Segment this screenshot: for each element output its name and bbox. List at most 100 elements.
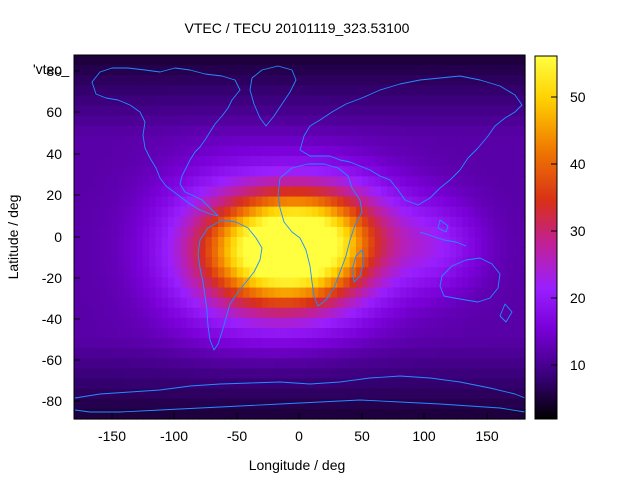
heatmap-cell	[355, 287, 363, 299]
heatmap-cell	[393, 166, 401, 177]
heatmap-cell	[393, 277, 401, 289]
heatmap-cell	[437, 166, 445, 177]
heatmap-cell	[261, 146, 269, 157]
heatmap-cell	[230, 105, 238, 117]
heatmap-cell	[155, 125, 163, 137]
heatmap-cell	[186, 307, 194, 319]
heatmap-cell	[424, 247, 432, 258]
y-tick-label: 40	[46, 146, 62, 162]
heatmap-cell	[487, 317, 495, 329]
heatmap-cell	[280, 328, 288, 339]
heatmap-cell	[305, 358, 313, 370]
heatmap-cell	[456, 206, 463, 218]
heatmap-cell	[487, 156, 495, 167]
heatmap-cell	[424, 297, 432, 309]
heatmap-cell	[493, 226, 501, 238]
heatmap-cell	[136, 398, 144, 410]
heatmap-cell	[280, 156, 288, 167]
heatmap-cell	[349, 176, 357, 188]
heatmap-cell	[92, 348, 100, 359]
heatmap-cell	[362, 135, 369, 147]
heatmap-cell	[274, 338, 282, 349]
heatmap-cell	[255, 226, 263, 238]
x-tick-label: 100	[412, 428, 436, 444]
heatmap-cell	[80, 65, 88, 76]
heatmap-cell	[199, 216, 207, 228]
heatmap-cell	[111, 378, 119, 390]
heatmap-cell	[443, 166, 451, 177]
heatmap-cell	[236, 176, 244, 188]
heatmap-cell	[174, 408, 182, 420]
heatmap-cell	[499, 75, 507, 86]
heatmap-cell	[205, 247, 213, 258]
heatmap-cell	[293, 378, 301, 390]
heatmap-cell	[343, 378, 351, 390]
heatmap-cell	[124, 328, 131, 339]
heatmap-cell	[86, 287, 94, 299]
heatmap-cell	[74, 105, 81, 117]
heatmap-cell	[193, 196, 200, 208]
heatmap-cell	[142, 166, 150, 177]
heatmap-cell	[224, 328, 232, 339]
y-tick-label: -60	[42, 352, 62, 368]
heatmap-cell	[280, 115, 288, 127]
heatmap-cell	[506, 277, 514, 289]
heatmap-cell	[261, 257, 269, 268]
heatmap-cell	[86, 267, 94, 279]
heatmap-cell	[167, 176, 175, 188]
heatmap-cell	[243, 267, 250, 279]
heatmap-cell	[243, 176, 250, 188]
heatmap-cell	[362, 267, 369, 279]
heatmap-cell	[142, 408, 150, 420]
heatmap-cell	[255, 328, 263, 339]
heatmap-cell	[449, 156, 457, 167]
heatmap-cell	[142, 176, 150, 188]
heatmap-cell	[149, 287, 157, 299]
heatmap-cell	[105, 135, 113, 147]
heatmap-cell	[456, 287, 463, 299]
heatmap-cell	[199, 55, 207, 66]
heatmap-cell	[418, 267, 426, 279]
heatmap-cell	[92, 206, 100, 218]
heatmap-cell	[268, 358, 276, 370]
heatmap-cell	[236, 75, 244, 86]
heatmap-cell	[155, 408, 163, 420]
heatmap-cell	[431, 75, 438, 86]
heatmap-cell	[261, 277, 269, 289]
heatmap-cell	[506, 75, 514, 86]
heatmap-cell	[268, 348, 276, 359]
heatmap-cell	[86, 75, 94, 86]
heatmap-cell	[424, 65, 432, 76]
heatmap-cell	[117, 368, 125, 380]
y-axis: 80 60 40 20 0 -20 -40 -60 -80 Latitude /…	[5, 63, 80, 409]
heatmap-cell	[167, 297, 175, 309]
heatmap-cell	[274, 368, 282, 380]
heatmap-cell	[218, 368, 225, 380]
heatmap-cell	[343, 135, 351, 147]
heatmap-cell	[286, 135, 294, 147]
heatmap-cell	[362, 317, 369, 329]
heatmap-cell	[268, 216, 276, 228]
heatmap-cell	[387, 226, 395, 238]
heatmap-cell	[330, 226, 338, 238]
heatmap-cell	[399, 338, 407, 349]
heatmap-cell	[343, 216, 351, 228]
heatmap-cell	[362, 368, 369, 380]
heatmap-cell	[449, 135, 457, 147]
heatmap-cell	[261, 267, 269, 279]
heatmap-cell	[387, 348, 395, 359]
heatmap-cell	[312, 186, 319, 198]
heatmap-cell	[355, 85, 363, 97]
heatmap-cell	[349, 75, 357, 86]
heatmap-cell	[86, 388, 94, 400]
heatmap-cell	[249, 125, 257, 137]
heatmap-cell	[130, 287, 138, 299]
heatmap-cell	[387, 85, 395, 97]
heatmap-cell	[387, 237, 395, 248]
heatmap-cell	[174, 378, 182, 390]
heatmap-cell	[180, 267, 188, 279]
heatmap-cell	[368, 408, 376, 420]
heatmap-cell	[149, 267, 157, 279]
heatmap-cell	[286, 277, 294, 289]
heatmap-cell	[86, 85, 94, 97]
